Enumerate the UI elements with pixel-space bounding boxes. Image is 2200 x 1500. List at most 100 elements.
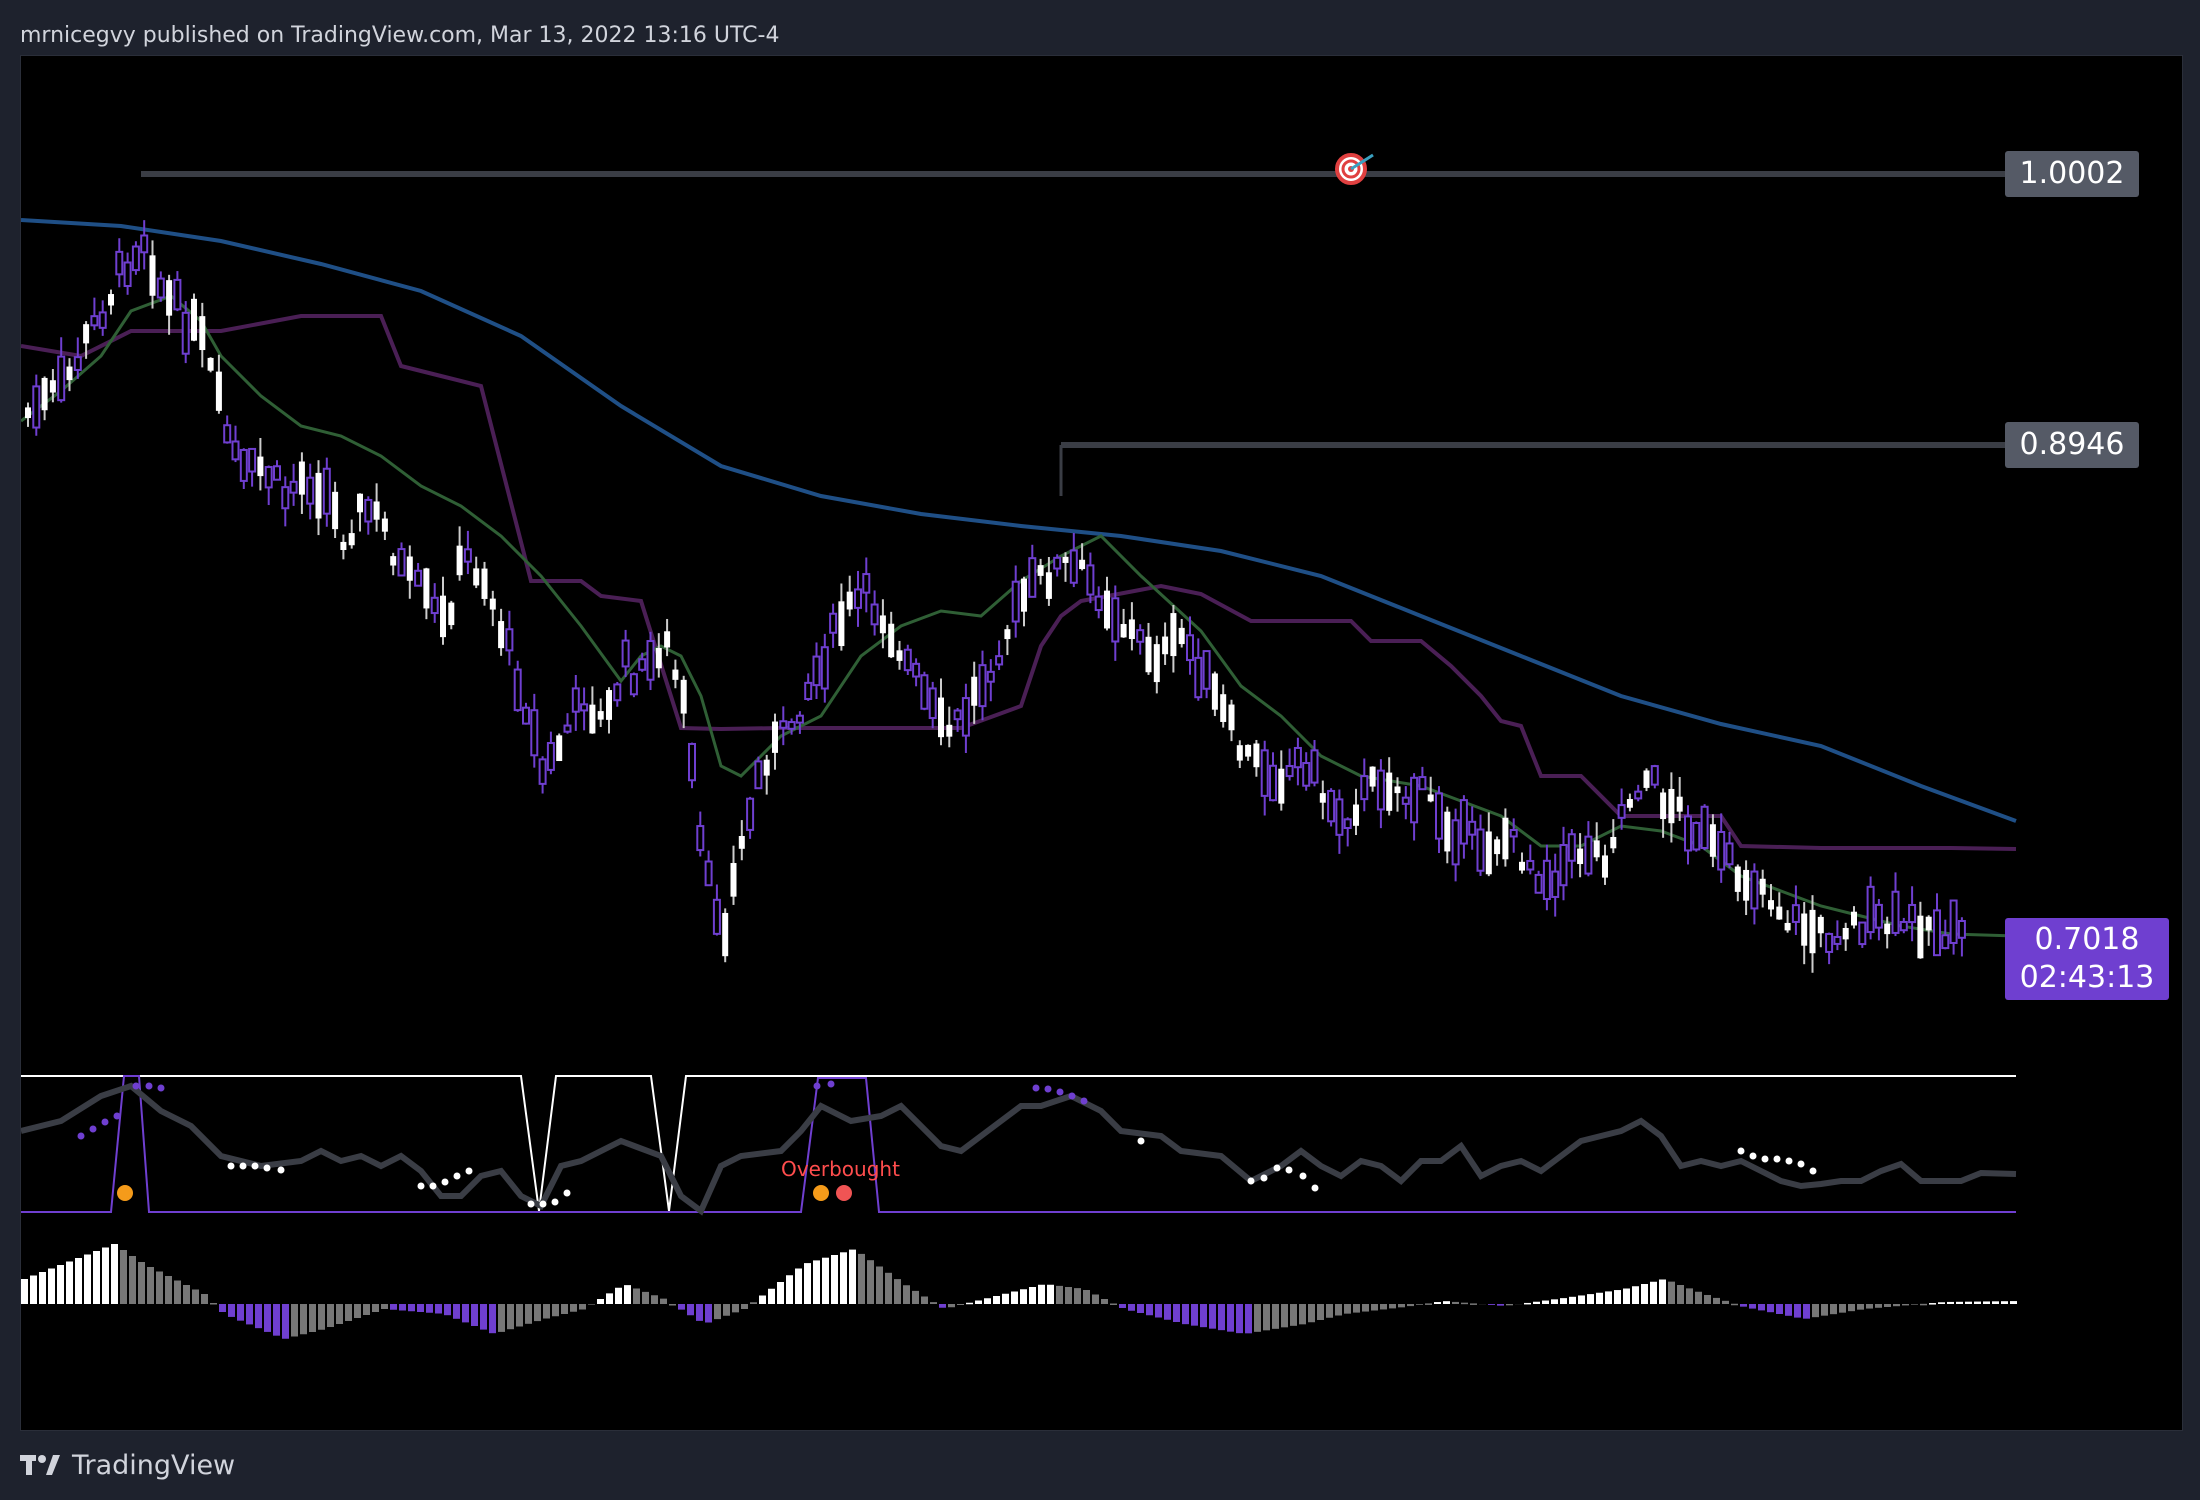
- histogram-bar: [1182, 1304, 1189, 1325]
- histogram-bar: [66, 1261, 73, 1304]
- oscillator-panel[interactable]: Overbought: [21, 1075, 2017, 1216]
- candle-body: [1021, 578, 1027, 612]
- tradingview-logo-icon: [20, 1455, 60, 1475]
- candle-body: [1220, 694, 1227, 722]
- candle-body: [25, 407, 31, 419]
- candle-body: [862, 573, 871, 594]
- chart-area[interactable]: Overbought 1.0002 0.8946 0.7018 02:43:13: [20, 55, 2183, 1431]
- target-price-label[interactable]: 1.0002: [2005, 151, 2139, 197]
- candle-body: [1874, 903, 1883, 929]
- oscillator-dot: [1247, 1177, 1255, 1185]
- histogram-bar: [417, 1304, 424, 1312]
- histogram-bar: [1938, 1302, 1945, 1304]
- candle-body: [522, 706, 530, 725]
- histogram-bar: [1290, 1304, 1297, 1326]
- candle-body: [57, 355, 66, 402]
- histogram-bar: [318, 1304, 325, 1330]
- oscillator-dot: [1056, 1088, 1064, 1096]
- candle-body: [1791, 904, 1800, 923]
- publish-info: mrnicegvy published on TradingView.com, …: [20, 23, 780, 48]
- candle-body: [1684, 815, 1692, 852]
- countdown-timer: 02:43:13: [2019, 960, 2155, 995]
- histogram-bar: [813, 1260, 820, 1304]
- candle-body: [1709, 824, 1716, 857]
- candle-body: [1376, 769, 1385, 811]
- candle-body: [1825, 932, 1834, 953]
- candle-body: [1602, 855, 1608, 878]
- oscillator-dot: [1137, 1137, 1145, 1145]
- histogram-bar: [444, 1304, 451, 1316]
- candle-body: [1759, 878, 1766, 895]
- candle-body: [1917, 915, 1924, 959]
- oscillator-dot: [1299, 1172, 1307, 1180]
- candle-body: [315, 472, 322, 519]
- candle-body: [946, 724, 953, 737]
- histogram-bar: [840, 1252, 847, 1304]
- oscillator-dot: [539, 1200, 547, 1208]
- candle-body: [406, 556, 413, 581]
- candle-body: [1435, 792, 1443, 840]
- histogram-bar: [993, 1296, 1000, 1304]
- histogram-bar: [534, 1304, 541, 1322]
- oscillator-dot: [132, 1082, 140, 1090]
- histogram-bar: [1884, 1304, 1891, 1307]
- candle-body: [1079, 559, 1086, 570]
- candle-body: [423, 568, 430, 609]
- histogram-bar: [1821, 1304, 1828, 1316]
- candle-body: [838, 601, 845, 647]
- histogram-bar: [1047, 1284, 1054, 1304]
- candle-body: [1069, 549, 1078, 584]
- histogram-bar: [129, 1256, 136, 1304]
- candle-body: [1884, 923, 1891, 935]
- histogram-bar: [1335, 1304, 1342, 1316]
- candle-body: [629, 673, 638, 696]
- candle-body: [1908, 903, 1917, 924]
- oscillator-dot: [465, 1167, 473, 1175]
- candle-body: [1485, 831, 1492, 875]
- histogram-bar: [165, 1276, 172, 1304]
- histogram-bar: [1263, 1304, 1270, 1331]
- histogram-bar: [102, 1247, 109, 1304]
- histogram-bar: [714, 1304, 721, 1320]
- candle-body: [1360, 775, 1369, 801]
- histogram-bar: [1002, 1293, 1009, 1304]
- histogram-bar: [1614, 1290, 1621, 1304]
- chart-canvas[interactable]: Overbought: [21, 56, 2182, 1430]
- candle-body: [1418, 776, 1427, 791]
- candle-body: [281, 486, 290, 510]
- current-price-label[interactable]: 0.7018 02:43:13: [2005, 918, 2169, 1000]
- candle-body: [546, 742, 555, 771]
- candle-body: [1577, 848, 1584, 865]
- histogram-bar: [1506, 1304, 1513, 1306]
- histogram-panel[interactable]: [21, 1244, 2017, 1339]
- oscillator-dot: [113, 1112, 121, 1120]
- histogram-bar: [1605, 1291, 1612, 1304]
- histogram-bar: [552, 1304, 559, 1317]
- histogram-bar: [1713, 1297, 1720, 1304]
- candles-group[interactable]: [25, 220, 1966, 973]
- candle-body: [1451, 819, 1460, 866]
- target-icon: [1335, 153, 1374, 185]
- histogram-bar: [156, 1271, 163, 1304]
- oscillator-dot: [1080, 1097, 1088, 1105]
- histogram-bar: [219, 1304, 226, 1312]
- histogram-bar: [21, 1279, 28, 1304]
- candle-body: [1327, 789, 1336, 823]
- candle-body: [763, 759, 770, 776]
- histogram-bar: [1902, 1304, 1909, 1306]
- histogram-bar: [255, 1304, 262, 1329]
- histogram-bar: [543, 1304, 550, 1319]
- candle-body: [621, 639, 630, 668]
- oscillator-dot: [1797, 1160, 1805, 1168]
- candle-body: [397, 548, 406, 577]
- candle-body: [1104, 590, 1110, 629]
- resistance-price-label[interactable]: 0.8946: [2005, 422, 2139, 468]
- histogram-bar: [111, 1244, 118, 1304]
- histogram-bar: [1875, 1304, 1882, 1308]
- current-price-value: 0.7018: [2034, 922, 2140, 957]
- candle-body: [149, 255, 156, 296]
- histogram-bar: [831, 1255, 838, 1304]
- candle-body: [1335, 798, 1344, 836]
- candle-body: [1502, 817, 1509, 860]
- histogram-bar: [453, 1304, 460, 1319]
